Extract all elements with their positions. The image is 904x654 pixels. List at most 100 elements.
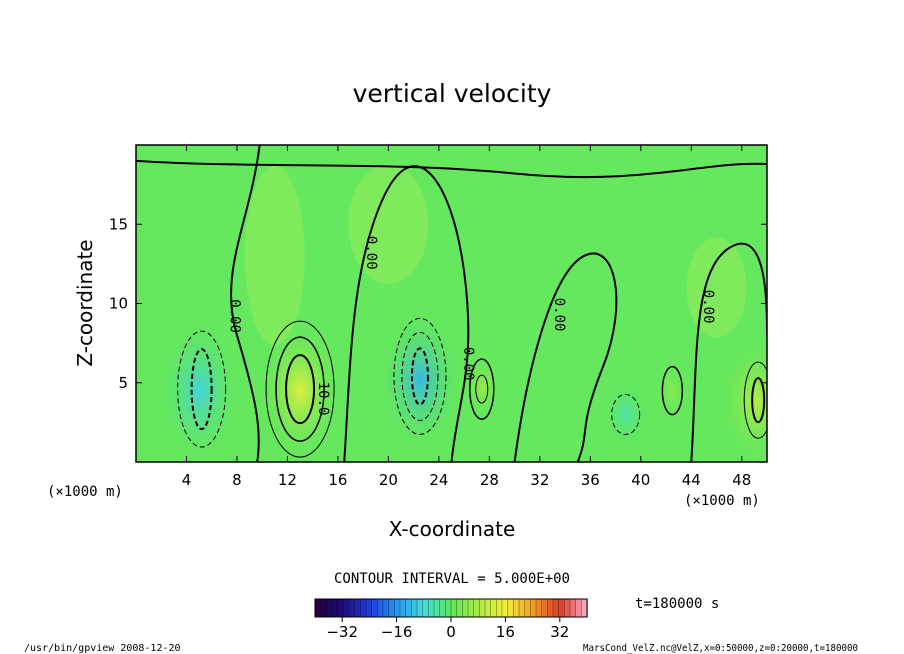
colorbar-cell — [473, 598, 480, 618]
colorbar-tick-label: 32 — [550, 623, 569, 641]
x-tick-label: 8 — [232, 471, 242, 489]
contour-line — [475, 374, 489, 404]
colorbar-cell — [382, 598, 390, 618]
colorbar-cell — [348, 598, 356, 618]
colorbar-cell — [320, 598, 327, 618]
colorbar-cell — [462, 598, 469, 618]
y-tick-label: 5 — [118, 374, 128, 392]
x-tick-label: 4 — [182, 471, 192, 489]
contour-line — [751, 377, 766, 424]
contour-label: 0.00 — [700, 290, 716, 324]
y-axis-label: Z-coordinate — [73, 239, 97, 366]
colorbar-cell — [569, 598, 577, 618]
zero-contour — [136, 159, 767, 179]
colorbar-tick-label: −32 — [326, 623, 358, 641]
contour-label: 0.00 — [460, 347, 476, 381]
x-unit-right: (×1000 m) — [684, 493, 760, 509]
colorbar-cell — [445, 598, 452, 618]
x-tick-label: 40 — [631, 471, 650, 489]
y-tick-label: 15 — [109, 215, 128, 233]
colorbar-tick-label: 16 — [496, 623, 515, 641]
contour-line — [177, 330, 227, 448]
colorbar-cell — [518, 598, 526, 618]
footer-left: /usr/bin/gpview 2008-12-20 — [24, 643, 181, 654]
updraft-region — [716, 331, 767, 462]
colorbar-cell — [371, 598, 378, 618]
colorbar-cell — [337, 598, 344, 618]
colorbar-tick-label: 0 — [446, 623, 456, 641]
y-tick-label: 10 — [109, 295, 128, 313]
colorbar-cell — [479, 598, 486, 618]
field-color-layer — [159, 164, 767, 462]
x-tick-label: 44 — [682, 471, 701, 489]
colorbar-cell — [484, 598, 492, 618]
contour-label: 0.00 — [227, 299, 243, 333]
x-tick-label: 24 — [429, 471, 448, 489]
colorbar-cell — [552, 598, 560, 618]
zero-contour — [343, 165, 470, 462]
contour-label-layer: 0.00 10.0 0.00 0.00 0.00 0.00 — [227, 236, 716, 416]
colorbar-cell — [416, 598, 424, 618]
colorbar-cell — [405, 598, 412, 618]
contour-interval-text: CONTOUR INTERVAL = 5.000E+00 — [334, 571, 570, 587]
x-tick-label: 36 — [581, 471, 600, 489]
colorbar-cell — [535, 598, 543, 618]
contour-line — [190, 348, 213, 431]
contour-line — [469, 358, 495, 420]
contour-lines — [136, 145, 767, 462]
zero-contour — [230, 145, 261, 462]
x-tick-label: 28 — [480, 471, 499, 489]
colorbar-cell — [343, 598, 350, 618]
contour-line — [661, 365, 684, 416]
updraft-region — [260, 320, 341, 461]
downdraft-region — [379, 309, 460, 450]
colorbar-cell — [422, 598, 429, 618]
colorbar-cell — [524, 598, 531, 618]
colorbar-cell — [428, 598, 435, 618]
zero-contour — [690, 242, 767, 462]
contour-line — [285, 354, 316, 425]
plot-area: 0.00 10.0 0.00 0.00 0.00 0.00 — [135, 144, 768, 463]
colorbar-cell — [388, 598, 395, 618]
contour-label: 0.00 — [363, 236, 379, 270]
contour-line — [275, 336, 325, 442]
colorbar-cell — [360, 598, 367, 618]
field-haze — [686, 237, 747, 338]
x-tick-label: 48 — [732, 471, 751, 489]
colorbar-cell — [394, 598, 401, 618]
colorbar-cell — [326, 598, 333, 618]
contour-label: 0.00 — [551, 298, 567, 332]
colorbar-cell — [490, 598, 497, 618]
colorbar-cell — [399, 598, 407, 618]
downdraft-region — [159, 320, 240, 461]
colorbar-cells — [314, 598, 588, 618]
x-unit-left: (×1000 m) — [47, 484, 123, 500]
colorbar-cell — [365, 598, 373, 618]
colorbar-cell — [411, 598, 418, 618]
x-axis-ticks: 4 8 12 16 20 24 28 32 36 40 44 48 — [182, 145, 751, 489]
colorbar-cell — [501, 598, 509, 618]
chart-title: vertical velocity — [353, 79, 552, 108]
y-axis-ticks: 5 10 15 — [109, 215, 767, 392]
colorbar-cell — [507, 598, 514, 618]
colorbar-cell — [433, 598, 441, 618]
zero-contour — [513, 252, 618, 462]
contour-label: 10.0 — [315, 382, 331, 416]
downdraft-region — [603, 379, 648, 450]
colorbar: −32 −16 0 16 32 — [314, 598, 588, 641]
colorbar-cell — [541, 598, 548, 618]
x-tick-label: 12 — [278, 471, 297, 489]
contour-line — [393, 317, 447, 435]
colorbar-ticks: −32 −16 0 16 32 — [326, 617, 569, 641]
colorbar-cell — [450, 598, 458, 618]
footer-right: MarsCond_VelZ.nc@VelZ,x=0:50000,z=0:2000… — [583, 643, 858, 654]
colorbar-cell — [439, 598, 446, 618]
colorbar-cell — [530, 598, 537, 618]
contour-line — [743, 361, 767, 439]
colorbar-tick-label: −16 — [381, 623, 413, 641]
colorbar-cell — [496, 598, 503, 618]
colorbar-cell — [513, 598, 520, 618]
x-tick-label: 32 — [530, 471, 549, 489]
contour-line — [401, 331, 439, 421]
